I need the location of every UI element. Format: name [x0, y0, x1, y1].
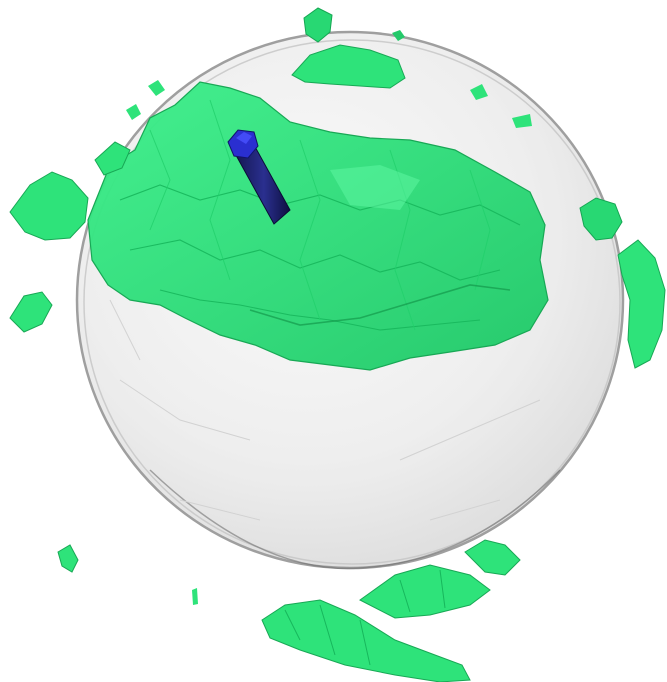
- bottom-fragment-facets: [284, 569, 446, 666]
- isosurface-bottom-fragments: [57, 539, 521, 682]
- blob-facets-b: [149, 99, 491, 331]
- isosurface-left-fragments: [9, 80, 165, 333]
- left-fragment-large: [9, 171, 89, 241]
- blob-facets-a: [119, 184, 521, 331]
- right-fragment-speck: [470, 84, 488, 100]
- blob-highlight: [330, 165, 420, 210]
- bottom-fragment-speck: [192, 588, 198, 605]
- marker-tip-highlight: [236, 132, 252, 144]
- bottom-fragment-left: [57, 544, 79, 573]
- marker-cylinder: [227, 129, 291, 225]
- right-fragment-cap: [579, 197, 623, 241]
- sphere-rim-shadow: [83, 39, 621, 565]
- bottom-fragment-mid: [359, 564, 491, 619]
- bottom-fragment-right: [464, 539, 521, 576]
- top-knob: [303, 7, 333, 43]
- isosurface-main: [87, 81, 549, 371]
- sphere-facet-lines: [109, 299, 541, 521]
- blob-body: [87, 81, 549, 371]
- isosurface-right-fragments: [470, 84, 666, 369]
- top-speck: [392, 30, 405, 41]
- left-fragment-speck: [148, 80, 165, 96]
- right-fragment-strip: [617, 239, 666, 369]
- left-fragment-upper: [94, 141, 131, 176]
- bottom-fragment-large: [261, 599, 471, 682]
- right-fragment-speck-2: [512, 114, 532, 128]
- left-fragment-small: [9, 291, 53, 333]
- top-cap-shape: [291, 44, 406, 89]
- sphere-bottom-edge: [149, 469, 561, 570]
- blob-shadow-ridge: [249, 284, 511, 326]
- isosurface-top-cap: [291, 7, 406, 89]
- left-fragment-speck-2: [126, 104, 141, 120]
